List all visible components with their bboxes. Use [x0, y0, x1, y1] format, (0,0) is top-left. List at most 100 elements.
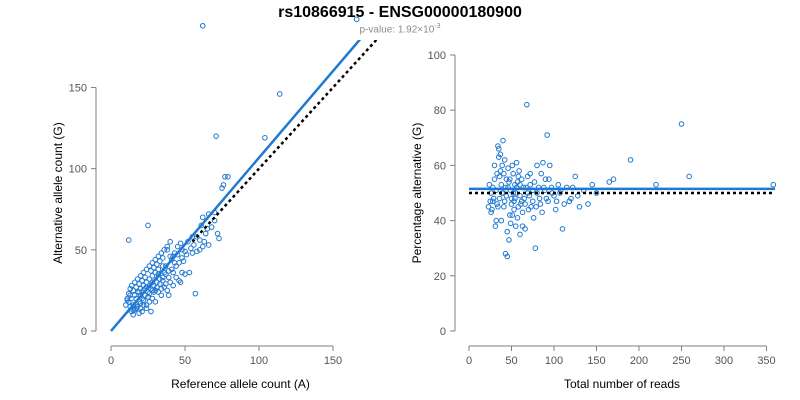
- data-point: [145, 222, 151, 229]
- data-point: [188, 245, 194, 251]
- data-point: [568, 195, 574, 202]
- data-point: [544, 132, 551, 138]
- data-point: [537, 201, 544, 207]
- data-point: [143, 302, 150, 308]
- data-point: [136, 289, 142, 295]
- data-point: [553, 198, 560, 205]
- x-tick-label: 50: [505, 355, 517, 367]
- data-point: [534, 162, 540, 169]
- data-point: [130, 302, 136, 308]
- data-point: [593, 190, 600, 196]
- data-point: [124, 295, 131, 302]
- data-point: [198, 222, 205, 229]
- data-point: [219, 185, 225, 191]
- p-value-exponent: -3: [434, 23, 441, 30]
- data-point: [167, 238, 173, 245]
- data-point: [524, 101, 530, 108]
- data-point: [495, 146, 502, 152]
- data-point: [154, 261, 160, 268]
- data-point: [501, 157, 508, 163]
- data-point: [507, 176, 513, 182]
- data-point: [139, 308, 145, 315]
- y-tick-label: 50: [75, 245, 87, 257]
- data-point: [165, 274, 172, 281]
- data-point: [527, 181, 534, 188]
- data-point: [686, 173, 692, 180]
- data-point: [501, 170, 507, 177]
- y-tick-label: 150: [69, 82, 87, 94]
- data-point: [194, 248, 200, 255]
- data-point: [149, 273, 156, 279]
- data-point: [518, 201, 524, 207]
- data-point: [142, 274, 148, 281]
- data-point: [158, 292, 165, 299]
- data-point: [146, 298, 153, 305]
- data-point: [173, 274, 179, 281]
- data-point: [497, 168, 504, 174]
- data-point: [506, 237, 512, 243]
- data-point: [199, 214, 206, 221]
- data-point: [170, 282, 176, 289]
- data-point: [486, 181, 493, 188]
- data-point: [504, 228, 511, 235]
- data-point: [538, 170, 545, 177]
- data-point: [140, 302, 147, 308]
- y-tick-label: 100: [69, 164, 87, 176]
- data-point: [493, 217, 500, 224]
- data-point: [509, 162, 516, 169]
- data-point: [491, 162, 498, 169]
- data-point: [173, 263, 179, 269]
- data-point: [511, 206, 517, 213]
- data-point: [143, 305, 150, 312]
- y-tick-label: 0: [81, 326, 87, 338]
- data-point: [137, 305, 144, 312]
- data-point: [125, 298, 132, 305]
- data-point: [197, 247, 203, 253]
- data-point: [487, 198, 494, 205]
- data-point: [125, 290, 132, 297]
- data-point: [168, 266, 175, 273]
- data-point: [610, 176, 617, 182]
- data-point: [164, 287, 171, 294]
- data-point: [149, 279, 156, 286]
- data-point: [160, 277, 166, 284]
- data-point: [518, 176, 525, 182]
- data-point: [186, 269, 193, 276]
- data-point: [133, 284, 139, 290]
- data-point: [517, 181, 523, 188]
- x-tick-label: 150: [324, 355, 342, 367]
- data-point: [149, 287, 156, 294]
- data-point: [508, 201, 515, 207]
- data-points: [123, 16, 360, 318]
- data-point: [539, 209, 545, 216]
- x-tick-label: 150: [587, 355, 605, 367]
- data-point: [485, 204, 492, 210]
- data-point: [167, 253, 173, 260]
- data-point: [199, 22, 206, 29]
- data-point: [495, 154, 502, 160]
- data-point: [653, 181, 659, 188]
- x-tick-label: 0: [466, 355, 472, 367]
- data-point: [176, 260, 182, 266]
- data-point: [158, 250, 165, 256]
- data-point: [131, 307, 138, 313]
- x-tick-label: 350: [757, 355, 775, 367]
- data-point: [183, 251, 190, 258]
- data-point: [148, 268, 154, 274]
- data-point: [161, 284, 168, 290]
- data-point: [152, 298, 159, 305]
- data-point: [572, 173, 579, 180]
- data-point: [495, 143, 501, 149]
- data-point: [161, 247, 168, 253]
- data-point: [534, 190, 540, 196]
- data-point: [136, 281, 142, 287]
- data-point: [501, 198, 508, 205]
- data-point: [678, 121, 685, 127]
- data-point: [515, 173, 522, 180]
- data-point: [532, 245, 539, 251]
- data-point: [177, 240, 184, 247]
- data-point: [213, 133, 219, 139]
- data-point: [160, 274, 166, 281]
